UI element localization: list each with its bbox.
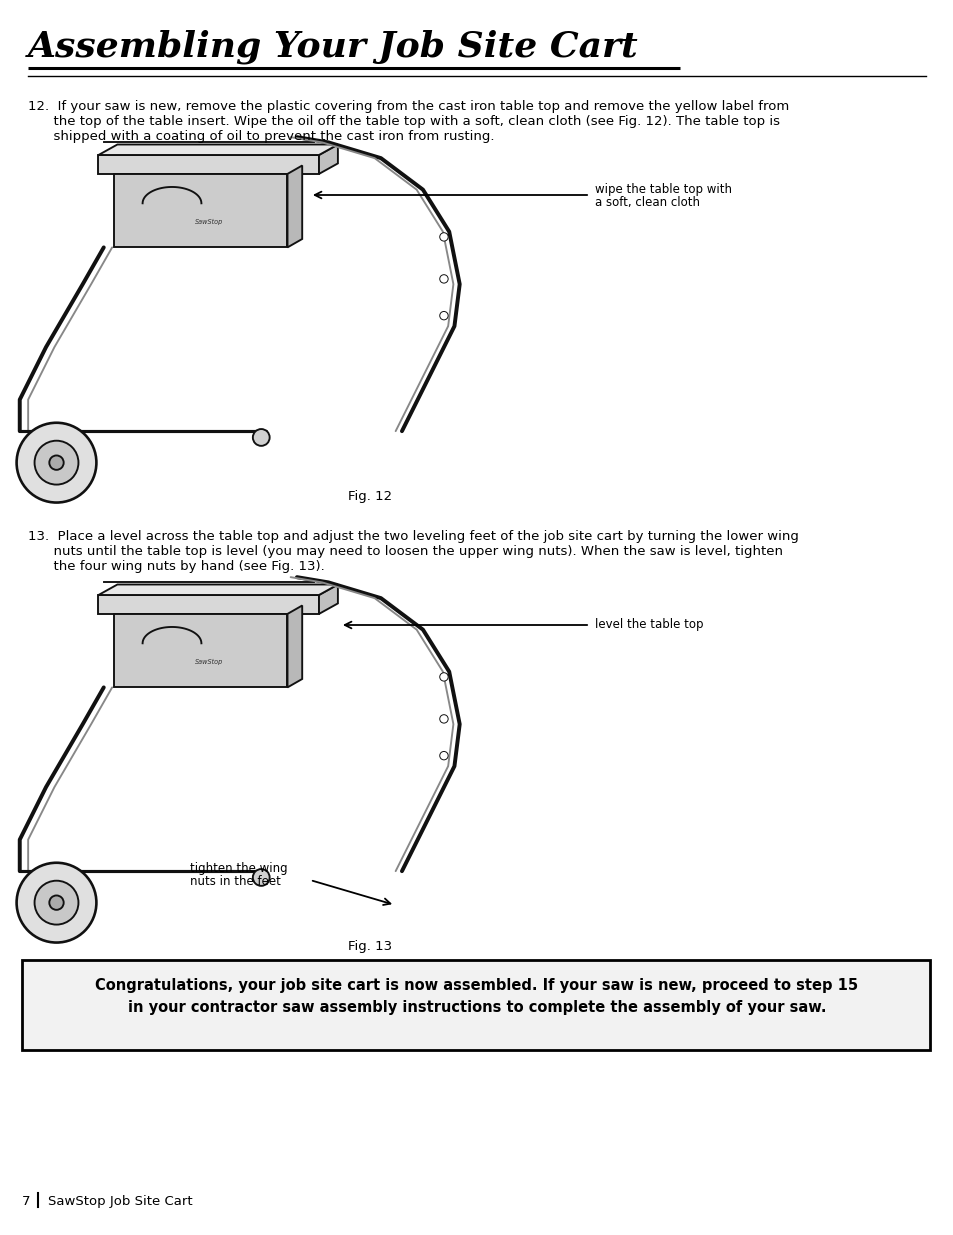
Text: the four wing nuts by hand (see Fig. 13).: the four wing nuts by hand (see Fig. 13)… — [28, 559, 324, 573]
Text: shipped with a coating of oil to prevent the cast iron from rusting.: shipped with a coating of oil to prevent… — [28, 130, 494, 143]
Circle shape — [50, 456, 64, 469]
Text: tighten the wing: tighten the wing — [190, 862, 287, 876]
Circle shape — [16, 422, 96, 503]
Text: SawStop: SawStop — [195, 219, 223, 225]
Circle shape — [439, 673, 448, 680]
Circle shape — [253, 869, 270, 885]
Circle shape — [34, 441, 78, 484]
Polygon shape — [318, 584, 337, 614]
Text: level the table top: level the table top — [595, 618, 702, 631]
Text: a soft, clean cloth: a soft, clean cloth — [595, 196, 700, 209]
Text: nuts until the table top is level (you may need to loosen the upper wing nuts). : nuts until the table top is level (you m… — [28, 545, 782, 558]
Circle shape — [16, 863, 96, 942]
Text: 12.  If your saw is new, remove the plastic covering from the cast iron table to: 12. If your saw is new, remove the plast… — [28, 100, 788, 112]
Polygon shape — [318, 144, 337, 174]
Text: 7: 7 — [22, 1195, 30, 1208]
Bar — [98, 156, 318, 174]
Circle shape — [439, 232, 448, 241]
Bar — [98, 595, 318, 614]
Text: nuts in the feet: nuts in the feet — [190, 876, 280, 888]
Polygon shape — [98, 144, 337, 156]
Polygon shape — [287, 605, 302, 688]
Circle shape — [439, 715, 448, 724]
Text: Assembling Your Job Site Cart: Assembling Your Job Site Cart — [28, 30, 639, 64]
Text: wipe the table top with: wipe the table top with — [595, 183, 731, 196]
Bar — [114, 614, 287, 688]
Polygon shape — [287, 165, 302, 247]
Circle shape — [34, 881, 78, 925]
Circle shape — [439, 751, 448, 760]
Text: SawStop Job Site Cart: SawStop Job Site Cart — [48, 1195, 193, 1208]
Circle shape — [439, 274, 448, 283]
Bar — [22, 960, 929, 1050]
Circle shape — [50, 895, 64, 910]
Text: SawStop: SawStop — [195, 658, 223, 664]
Bar — [114, 174, 287, 247]
Text: Fig. 13: Fig. 13 — [348, 940, 392, 953]
Text: in your contractor saw assembly instructions to complete the assembly of your sa: in your contractor saw assembly instruct… — [128, 1000, 825, 1015]
Text: Fig. 12: Fig. 12 — [348, 490, 392, 503]
Text: the top of the table insert. Wipe the oil off the table top with a soft, clean c: the top of the table insert. Wipe the oi… — [28, 115, 780, 128]
Text: 13.  Place a level across the table top and adjust the two leveling feet of the : 13. Place a level across the table top a… — [28, 530, 798, 543]
Circle shape — [439, 311, 448, 320]
Polygon shape — [98, 584, 337, 595]
Circle shape — [253, 429, 270, 446]
Text: Congratulations, your job site cart is now assembled. If your saw is new, procee: Congratulations, your job site cart is n… — [95, 978, 858, 993]
